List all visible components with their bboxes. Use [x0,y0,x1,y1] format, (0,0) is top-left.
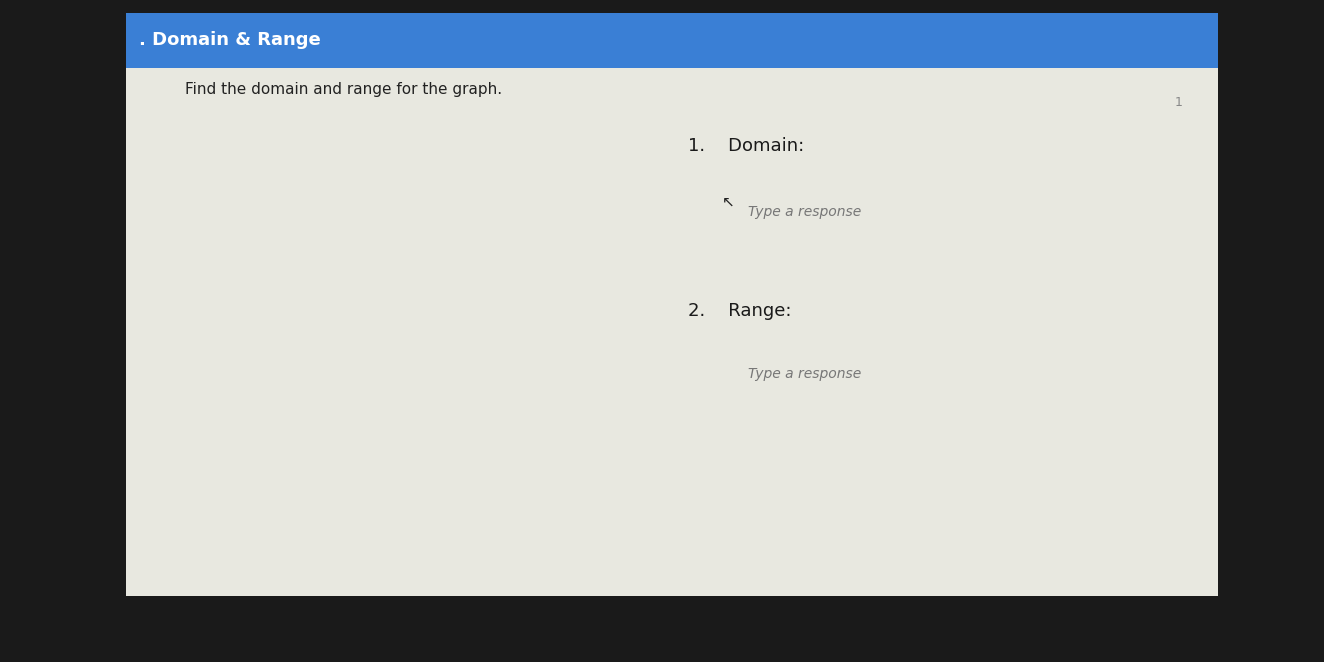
Text: 2: 2 [567,458,573,467]
Text: Type a response: Type a response [748,367,862,381]
Text: 12: 12 [532,266,544,275]
Text: . Domain & Range: . Domain & Range [139,31,320,50]
Text: -9: -9 [532,558,542,567]
Text: -6: -6 [379,458,388,467]
Text: y: y [531,133,540,148]
Text: -10: -10 [283,458,298,467]
Text: -8: -8 [332,458,342,467]
Text: -14: -14 [191,458,205,467]
Text: 2.    Range:: 2. Range: [688,302,792,320]
Text: -3: -3 [532,475,542,484]
Text: -6: -6 [532,516,542,526]
Text: x: x [673,454,682,469]
Text: 21: 21 [532,141,544,150]
Text: 4: 4 [614,458,620,467]
Text: ↖: ↖ [722,195,735,209]
Text: 1: 1 [1174,96,1182,109]
Text: 6: 6 [661,458,666,467]
Text: -4: -4 [426,458,434,467]
Text: -12: -12 [237,458,252,467]
Text: 3: 3 [532,391,539,401]
Text: 9: 9 [532,308,539,317]
Text: -2: -2 [473,458,482,467]
Text: 18: 18 [532,183,544,192]
Text: 15: 15 [532,224,544,234]
Text: Find the domain and range for the graph.: Find the domain and range for the graph. [185,82,503,97]
Text: 6: 6 [532,350,539,359]
Text: Type a response: Type a response [748,205,862,219]
Text: 1.    Domain:: 1. Domain: [688,136,805,155]
